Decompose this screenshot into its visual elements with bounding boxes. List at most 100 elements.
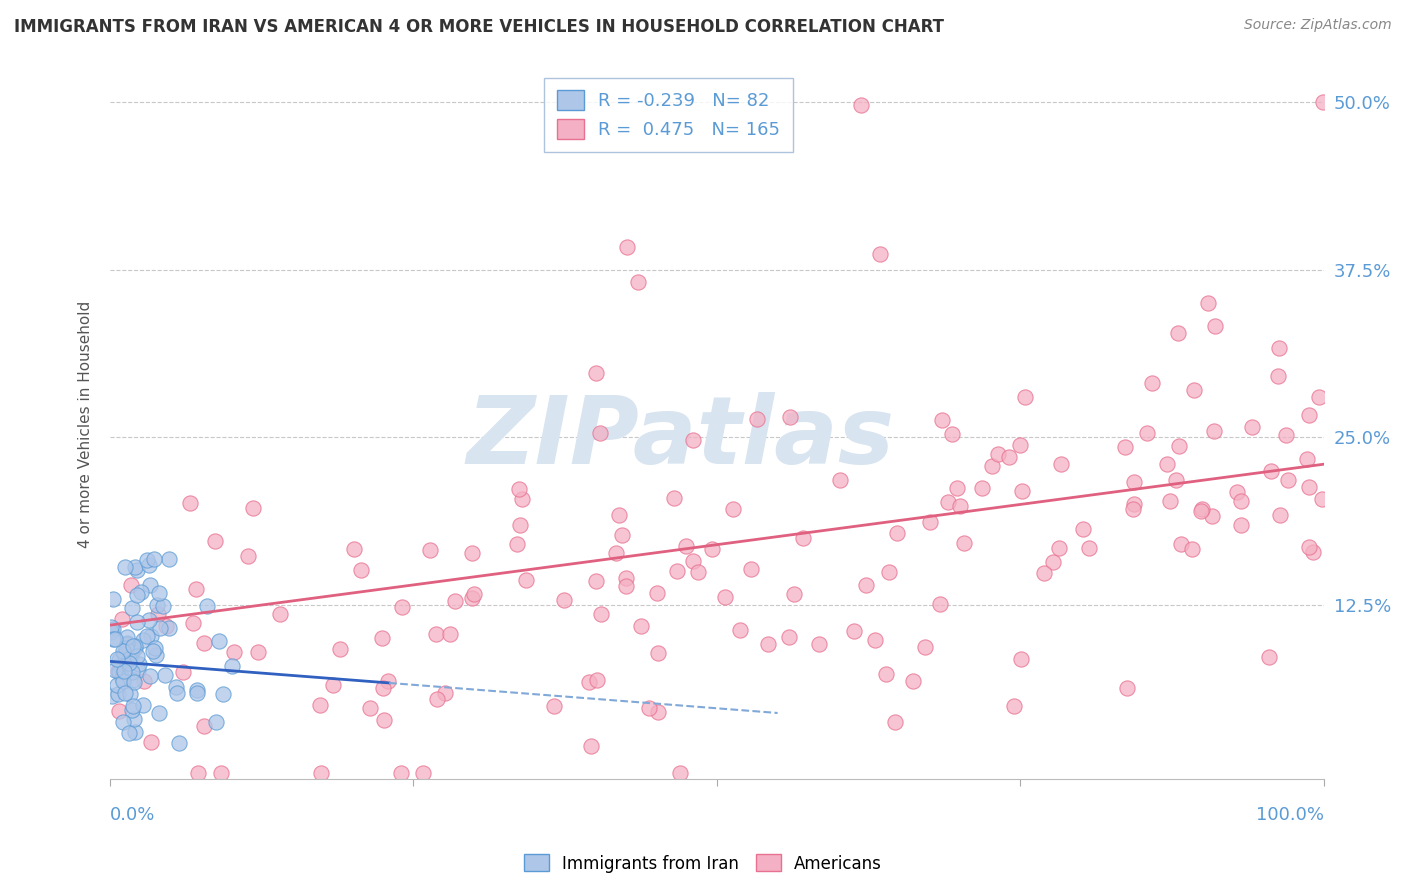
Point (1122, 497, 1144, 511)
Point (101, 623, 124, 637)
Point (100, 624, 122, 639)
Point (682, 433, 704, 447)
Point (157, 621, 180, 635)
Point (828, 473, 851, 487)
Point (104, 663, 127, 677)
Point (111, 660, 134, 674)
Point (1166, 473, 1188, 487)
Point (121, 698, 143, 713)
Point (412, 765, 434, 780)
Point (204, 534, 226, 549)
Point (1114, 440, 1136, 454)
Point (778, 630, 800, 644)
Point (309, 765, 332, 780)
Point (638, 701, 661, 715)
Point (980, 459, 1002, 474)
Point (204, 714, 226, 729)
Point (371, 631, 394, 645)
Point (152, 599, 174, 613)
Point (855, 578, 877, 592)
Point (1136, 426, 1159, 441)
Point (111, 714, 134, 729)
Point (193, 635, 215, 649)
Point (157, 552, 180, 566)
Point (728, 623, 751, 637)
Point (125, 615, 148, 630)
Point (114, 686, 136, 700)
Point (936, 494, 959, 508)
Point (425, 627, 447, 641)
Point (506, 536, 529, 550)
Point (972, 481, 994, 495)
Point (172, 665, 194, 679)
Point (138, 613, 160, 627)
Point (1122, 502, 1144, 516)
Y-axis label: 4 or more Vehicles in Household: 4 or more Vehicles in Household (79, 301, 93, 548)
Point (461, 591, 484, 605)
Point (209, 765, 232, 780)
Point (515, 573, 537, 587)
Point (675, 539, 697, 553)
Point (343, 542, 366, 557)
Point (129, 585, 152, 599)
Point (1047, 541, 1070, 555)
Point (141, 735, 163, 749)
Point (1011, 484, 1033, 499)
Point (108, 653, 131, 667)
Point (179, 496, 201, 510)
Point (1310, 492, 1333, 507)
Point (118, 652, 141, 666)
Text: ZIPatlas: ZIPatlas (467, 392, 894, 484)
Point (118, 725, 141, 739)
Point (322, 678, 344, 692)
Point (1191, 502, 1213, 516)
Point (929, 597, 952, 611)
Point (132, 632, 155, 647)
Point (842, 624, 865, 639)
Point (118, 657, 141, 671)
Point (901, 673, 924, 688)
Point (1229, 494, 1251, 508)
Point (953, 535, 976, 549)
Point (131, 698, 153, 712)
Point (112, 647, 135, 661)
Point (740, 562, 762, 576)
Point (139, 669, 162, 683)
Point (105, 678, 128, 692)
Point (128, 657, 150, 672)
Point (1277, 473, 1299, 487)
Point (373, 713, 395, 727)
Point (153, 668, 176, 682)
Point (851, 98, 873, 112)
Point (114, 559, 136, 574)
Point (1267, 368, 1289, 383)
Point (1014, 390, 1036, 404)
Text: 100.0%: 100.0% (1256, 806, 1324, 824)
Point (222, 645, 245, 659)
Point (122, 674, 145, 689)
Point (186, 686, 208, 700)
Point (142, 552, 165, 566)
Point (645, 586, 668, 600)
Point (107, 665, 129, 679)
Point (1167, 326, 1189, 341)
Point (124, 725, 146, 739)
Point (543, 699, 565, 714)
Point (148, 585, 170, 599)
Point (998, 450, 1021, 464)
Point (721, 501, 744, 516)
Point (391, 600, 413, 615)
Point (1268, 341, 1291, 355)
Point (1260, 464, 1282, 478)
Point (1078, 541, 1101, 556)
Point (197, 599, 219, 613)
Point (212, 686, 235, 700)
Point (758, 637, 780, 651)
Point (1122, 475, 1144, 490)
Point (1240, 420, 1263, 434)
Point (122, 673, 145, 687)
Point (115, 631, 138, 645)
Point (1167, 439, 1189, 453)
Point (193, 719, 215, 733)
Point (607, 508, 630, 522)
